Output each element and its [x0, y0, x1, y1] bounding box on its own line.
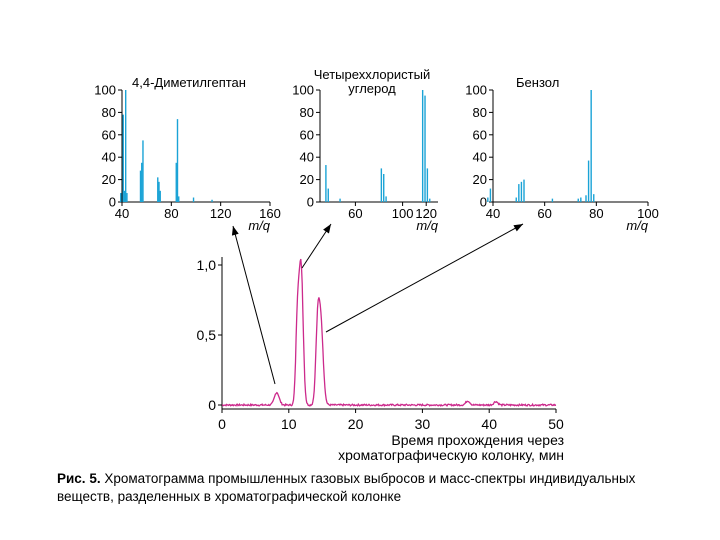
x-tick-label: 80	[164, 206, 178, 221]
chromatogram-trace	[221, 258, 557, 408]
y-tick-label: 100	[94, 83, 116, 98]
x-tick-label: 20	[348, 416, 364, 432]
y-tick-label: 0	[109, 195, 116, 210]
pointer-arrow-line	[232, 225, 276, 385]
x-tick-label: 30	[415, 416, 431, 432]
panel-title: Четыреххлористый углерод	[314, 67, 430, 96]
y-tick-label: 20	[473, 172, 487, 187]
y-tick-label: 40	[473, 150, 487, 165]
x-tick-label: 50	[548, 416, 564, 432]
x-axis-label: m/q	[248, 218, 270, 233]
pointer-arrow-head	[323, 224, 331, 234]
y-tick-label: 100	[465, 83, 487, 98]
figure-caption: Рис. 5. Хроматограмма промышленных газов…	[57, 470, 687, 506]
panel-title-line: углерод	[348, 81, 396, 96]
y-tick-label: 1,0	[197, 257, 217, 273]
x-axis-label: Время прохождения через хроматографическу…	[338, 432, 564, 463]
y-tick-label: 0	[208, 397, 216, 413]
y-tick-label: 60	[102, 127, 116, 142]
y-tick-label: 20	[300, 172, 314, 187]
x-tick-label: 40	[481, 416, 497, 432]
y-tick-label: 0,5	[197, 327, 217, 343]
y-tick-label: 0	[307, 195, 314, 210]
x-axis-label: m/q	[626, 218, 648, 233]
x-axis-label-line: хроматографическую колонку, мин	[338, 447, 564, 463]
y-tick-label: 40	[300, 150, 314, 165]
y-tick-label: 80	[300, 105, 314, 120]
y-tick-label: 100	[292, 83, 314, 98]
x-tick-label: 100	[637, 206, 659, 221]
x-tick-label: 120	[210, 206, 232, 221]
x-tick-label: 160	[259, 206, 281, 221]
x-axis-label: m/q	[416, 218, 438, 233]
caption-text: Хроматограмма промышленных газовых выбро…	[57, 471, 636, 504]
panel-title-line: Четыреххлористый	[314, 67, 430, 82]
x-tick-label: 80	[589, 206, 603, 221]
x-tick-label: 40	[115, 206, 129, 221]
y-tick-label: 80	[102, 105, 116, 120]
y-tick-label: 60	[473, 127, 487, 142]
y-tick-label: 40	[102, 150, 116, 165]
x-tick-label: 120	[415, 206, 437, 221]
panel-title: Бензол	[516, 75, 559, 90]
y-tick-label: 80	[473, 105, 487, 120]
x-axis-label-line: Время прохождения через	[391, 432, 564, 448]
y-tick-label: 20	[102, 172, 116, 187]
pointer-arrow-head	[231, 226, 239, 236]
caption-lead: Рис. 5.	[57, 471, 101, 486]
panel-title: 4,4-Диметилгептан	[132, 75, 246, 90]
x-tick-label: 60	[348, 206, 362, 221]
x-tick-label: 100	[392, 206, 414, 221]
x-tick-label: 0	[218, 416, 226, 432]
x-tick-label: 40	[486, 206, 500, 221]
x-tick-label: 10	[281, 416, 297, 432]
pointer-arrows	[231, 223, 524, 385]
x-tick-label: 60	[537, 206, 551, 221]
pointer-arrow-head	[513, 224, 523, 232]
y-tick-label: 60	[300, 127, 314, 142]
pointer-arrow-line	[325, 223, 524, 333]
y-tick-label: 0	[480, 195, 487, 210]
